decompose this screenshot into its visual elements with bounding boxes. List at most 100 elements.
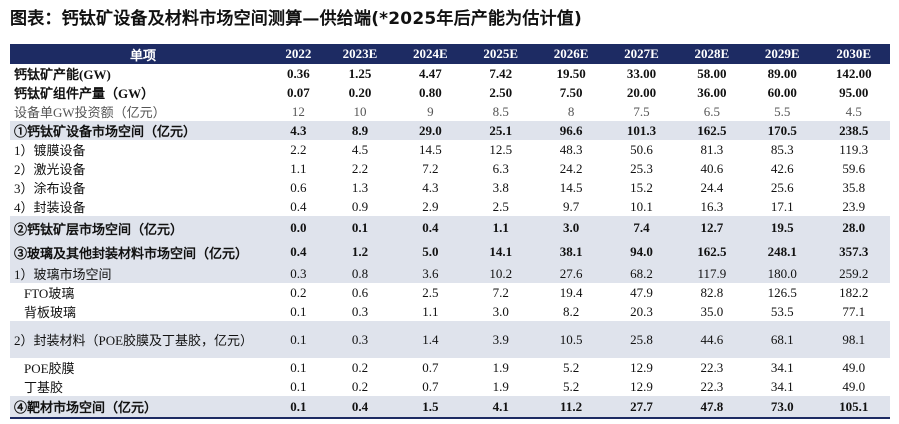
cell-value: 182.2 (839, 284, 869, 300)
cell-value: 248.1 (747, 240, 818, 264)
cell-value: 0.3 (324, 321, 396, 358)
cell-value: 50.6 (630, 141, 653, 157)
cell-value: 3.0 (492, 303, 509, 319)
table-row: 设备单GW投资额（亿元） 12 10 9 8.5 8 7.5 6.5 5.5 4.5 (10, 102, 890, 121)
row-label: ②钙钛矿层市场空间（亿元） (10, 216, 272, 240)
cell-value: 25.3 (630, 160, 653, 176)
table-row: 钙钛矿组件产量（GW） 0.07 0.20 0.80 2.50 7.50 20.00 36.0… (10, 83, 890, 102)
cell-value: 162.5 (676, 121, 748, 140)
cell-value: 2.50 (489, 84, 513, 100)
table-row: ①钙钛矿设备市场空间（亿元） 4.3 8.9 29.0 25.1 96.6 101.3 162… (10, 121, 890, 140)
cell-value: 0.2 (290, 284, 307, 300)
cell-value: 1.9 (492, 378, 509, 394)
row-label: 钙钛矿组件产量（GW） (14, 86, 155, 101)
cell-value: 47.9 (630, 284, 653, 300)
cell-value: 1.4 (395, 321, 466, 358)
cell-value: 49.0 (842, 359, 866, 375)
cell-value: 23.9 (842, 198, 866, 214)
cell-value: 24.2 (559, 160, 583, 176)
cell-value: 19.4 (559, 284, 583, 300)
cell-value: 3.8 (492, 179, 509, 195)
cell-value: 0.6 (290, 179, 307, 195)
cell-value: 7.4 (606, 216, 677, 240)
cell-value: 170.5 (747, 121, 818, 140)
cell-value: 7.42 (489, 65, 513, 81)
table-row: 钙钛矿产能(GW) 0.36 1.25 4.47 7.42 19.50 33.00 58.00… (10, 64, 890, 83)
cell-value: 0.1 (290, 378, 307, 394)
cell-value: 10.1 (630, 198, 653, 214)
cell-value: 58.00 (697, 65, 727, 81)
cell-value: 0.4 (395, 216, 466, 240)
cell-value: 25.6 (770, 179, 794, 195)
cell-value: 20.00 (626, 84, 657, 100)
cell-value: 1.5 (395, 396, 466, 419)
cell-value: 8 (567, 103, 575, 119)
cell-value: 95.00 (839, 84, 869, 100)
header-year: 2024E (395, 44, 466, 64)
cell-value: 38.1 (535, 240, 607, 264)
row-label: POE胶膜 (24, 361, 75, 376)
cell-value: 10.5 (535, 321, 607, 358)
cell-value: 14.5 (418, 141, 442, 157)
cell-value: 180.0 (747, 264, 818, 283)
cell-value: 5.0 (395, 240, 466, 264)
cell-value: 0.4 (324, 396, 396, 419)
table-row: 2）激光设备 1.1 2.2 7.2 6.3 24.2 25.3 40.6 42.6 59.6 (10, 159, 890, 178)
cell-value: 96.6 (535, 121, 607, 140)
cell-value: 0.8 (324, 264, 396, 283)
cell-value: 73.0 (747, 396, 818, 419)
cell-value: 0.07 (287, 84, 310, 100)
cell-value: 42.6 (770, 160, 794, 176)
cell-value: 5.2 (562, 359, 580, 375)
cell-value: 40.6 (700, 160, 724, 176)
cell-value: 8.9 (324, 121, 396, 140)
cell-value: 119.3 (839, 141, 869, 157)
cell-value: 15.2 (630, 179, 653, 195)
header-item: 单项 (10, 44, 272, 64)
table-row: ④靶材市场空间（亿元） 0.1 0.4 1.5 4.1 11.2 27.7 47.8 73.0 1… (10, 396, 890, 419)
header-year: 2029E (747, 44, 818, 64)
cell-value: 24.4 (700, 179, 724, 195)
cell-value: 2.5 (422, 284, 439, 300)
cell-value: 0.2 (351, 359, 369, 375)
cell-value: 47.8 (676, 396, 748, 419)
cell-value: 5.5 (774, 103, 791, 119)
header-year: 2022 (272, 44, 325, 64)
cell-value: 35.8 (842, 179, 866, 195)
cell-value: 3.6 (395, 264, 466, 283)
cell-value: 1.9 (492, 359, 509, 375)
row-label: 1）玻璃市场空间 (10, 264, 272, 283)
header-year: 2030E (817, 44, 890, 64)
table-row: 2）封装材料（POE胶膜及丁基胶，亿元） 0.1 0.3 1.4 3.9 10.5 25.8… (10, 321, 890, 358)
cell-value: 4.3 (422, 179, 439, 195)
cell-value: 12.7 (676, 216, 748, 240)
cell-value: 85.3 (770, 141, 794, 157)
cell-value: 22.3 (700, 359, 724, 375)
market-size-table: 单项 2022 2023E 2024E 2025E 2026E 2027E 2028E 2029… (10, 44, 890, 419)
table-row: FTO玻璃 0.2 0.6 2.5 7.2 19.4 47.9 82.8 126.5 182.2 (10, 283, 890, 302)
cell-value: 7.5 (633, 103, 650, 119)
cell-value: 98.1 (817, 321, 890, 358)
cell-value: 0.7 (422, 359, 439, 375)
cell-value: 53.5 (770, 303, 794, 319)
cell-value: 0.1 (290, 359, 307, 375)
cell-value: 2.5 (492, 198, 509, 214)
cell-value: 5.2 (562, 378, 580, 394)
header-year: 2025E (465, 44, 536, 64)
cell-value: 33.00 (626, 65, 657, 81)
cell-value: 8.5 (492, 103, 509, 119)
row-label: 1）镀膜设备 (14, 143, 86, 158)
cell-value: 9.7 (562, 198, 580, 214)
cell-value: 238.5 (817, 121, 890, 140)
cell-value: 77.1 (842, 303, 866, 319)
cell-value: 357.3 (817, 240, 890, 264)
cell-value: 0.6 (351, 284, 369, 300)
cell-value: 0.3 (351, 303, 369, 319)
row-label: 丁基胶 (24, 380, 64, 395)
cell-value: 25.8 (606, 321, 677, 358)
cell-value: 117.9 (676, 264, 748, 283)
cell-value: 0.1 (324, 216, 396, 240)
cell-value: 82.8 (700, 284, 724, 300)
table-row: ③玻璃及其他封装材料市场空间（亿元） 0.4 1.2 5.0 14.1 38.1 94.0 1… (10, 240, 890, 264)
header-year: 2028E (676, 44, 748, 64)
